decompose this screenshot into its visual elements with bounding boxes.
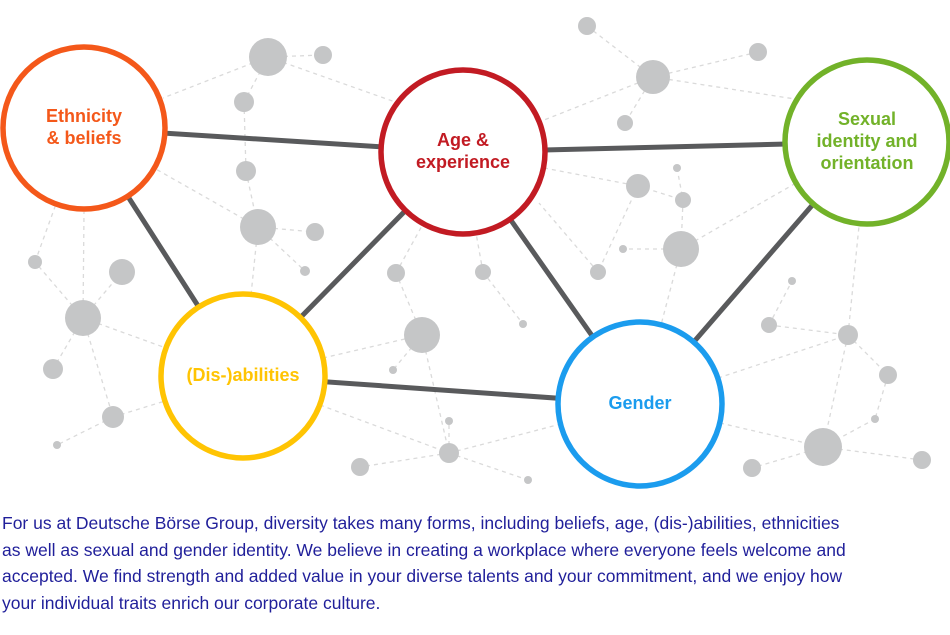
network-dashed-edge	[82, 317, 167, 349]
network-dashed-edge	[652, 76, 796, 100]
network-dashed-edge	[359, 452, 450, 468]
network-dashed-edge	[395, 223, 424, 274]
network-dot	[838, 325, 858, 345]
network-dot	[804, 428, 842, 466]
network-dot	[743, 459, 761, 477]
network-dot	[109, 259, 135, 285]
network-dot	[675, 192, 691, 208]
network-dot	[636, 60, 670, 94]
network-dashed-edge	[597, 185, 639, 273]
network-dot	[788, 277, 796, 285]
caption: For us at Deutsche Börse Group, diversit…	[0, 505, 950, 616]
network-dashed-edge	[538, 202, 599, 273]
network-dashed-edge	[660, 248, 682, 326]
network-dashed-edge	[543, 167, 639, 187]
network-dot	[65, 300, 101, 336]
network-dot	[351, 458, 369, 476]
node-circle-disabilities	[158, 291, 328, 461]
network-dashed-edge	[267, 56, 399, 104]
network-dot	[445, 417, 453, 425]
network-dashed-edge	[768, 324, 849, 336]
network-dashed-edge	[448, 452, 529, 481]
node-circle-ethnicity	[0, 44, 168, 212]
network-dot	[524, 476, 532, 484]
network-dashed-edge	[448, 423, 562, 454]
network-dashed-edge	[847, 225, 860, 336]
network-dot	[590, 264, 606, 280]
network-dot	[617, 115, 633, 131]
network-dot	[673, 164, 681, 172]
network-dot	[28, 255, 42, 269]
network-dot	[913, 451, 931, 469]
network-dot	[236, 161, 256, 181]
node-label-sexual: Sexual identity and orientation	[816, 109, 917, 173]
network-dot	[871, 415, 879, 423]
node-circle-sexual	[782, 57, 950, 227]
network-dot	[240, 209, 276, 245]
network-dot	[314, 46, 332, 64]
network-dashed-edge	[319, 404, 450, 454]
network-dot	[578, 17, 596, 35]
network-dot	[234, 92, 254, 112]
network-dashed-edge	[322, 334, 423, 359]
network-dashed-edge	[822, 334, 849, 448]
node-label-gender: Gender	[608, 393, 671, 413]
network-dot	[389, 366, 397, 374]
network-dashed-edge	[34, 203, 57, 263]
network-dot	[879, 366, 897, 384]
network-dot	[749, 43, 767, 61]
caption-line: as well as sexual and gender identity. W…	[2, 539, 846, 560]
node-circle-age	[378, 67, 548, 237]
network-dot	[306, 223, 324, 241]
network-dashed-edge	[586, 25, 654, 78]
node-label-ethnicity: Ethnicity & beliefs	[46, 106, 122, 148]
background-network-dots	[28, 17, 931, 484]
node-label-disabilities: (Dis-)abilities	[186, 365, 299, 385]
network-dot	[475, 264, 491, 280]
network-dot	[439, 443, 459, 463]
network-dot	[53, 441, 61, 449]
network-dot	[663, 231, 699, 267]
network-dot	[626, 174, 650, 198]
network-dashed-edge	[680, 182, 797, 250]
network-dot	[249, 38, 287, 76]
network-dot	[102, 406, 124, 428]
network-dot	[300, 266, 310, 276]
network-dashed-edge	[717, 334, 849, 379]
network-dashed-edge	[475, 232, 484, 273]
caption-line: accepted. We find strength and added val…	[2, 566, 843, 586]
node-label-age: Age & experience	[416, 130, 510, 172]
network-dot	[387, 264, 405, 282]
diversity-network-diagram: Ethnicity & beliefs Age & experience Sexual i…	[0, 17, 950, 489]
network-dot	[761, 317, 777, 333]
network-dashed-edge	[538, 76, 654, 123]
caption-line: your individual traits enrich our corpor…	[2, 592, 381, 613]
node-circle-gender	[555, 319, 725, 489]
network-dashed-edge	[482, 271, 524, 325]
network-dashed-edge	[652, 51, 759, 78]
network-dot	[43, 359, 63, 379]
category-nodes: Ethnicity & beliefs Age & experience Sexual i…	[0, 44, 950, 489]
network-dot	[404, 317, 440, 353]
caption-line: For us at Deutsche Börse Group, diversit…	[2, 513, 840, 533]
network-dot	[619, 245, 627, 253]
network-dot	[519, 320, 527, 328]
network-dashed-edge	[768, 280, 793, 326]
network-dashed-edge	[153, 167, 259, 228]
network-dashed-edge	[421, 334, 450, 454]
